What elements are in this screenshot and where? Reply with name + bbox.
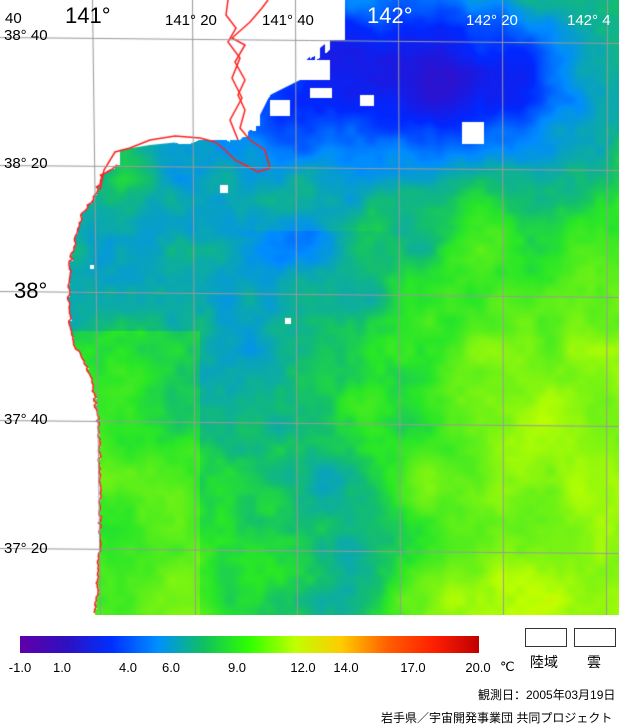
lon-label-142-20: 142° 20 xyxy=(466,12,518,29)
credit-line: 岩手県／宇宙開発事業団 共同プロジェクト xyxy=(381,711,613,725)
tick-label: 12.0 xyxy=(290,660,316,675)
tick-label: -1.0 xyxy=(8,660,32,675)
temperature-color-bar xyxy=(20,636,479,653)
lon-label-141-20: 141° 20 xyxy=(165,12,217,29)
tick-label: 4.0 xyxy=(118,660,138,675)
lat-label-38: 38° xyxy=(14,278,48,303)
land-key-swatch xyxy=(525,628,567,647)
corner-lat-label: 40 xyxy=(5,10,22,27)
lon-label-141-40: 141° 40 xyxy=(262,12,314,29)
lat-label-38-40: 38° 40 xyxy=(4,27,48,44)
lon-label-142-40: 142° 4 xyxy=(567,12,611,29)
lat-label-38-20: 38° 20 xyxy=(4,155,48,172)
tick-label: 20.0 xyxy=(465,660,491,675)
unit-label: ℃ xyxy=(500,659,515,674)
observation-date: 観測日：2005年03月19日 xyxy=(478,688,616,702)
tick-label: 17.0 xyxy=(400,660,426,675)
lon-label-142: 142° xyxy=(367,3,413,28)
tick-label: 14.0 xyxy=(333,660,359,675)
tick-label: 6.0 xyxy=(161,660,181,675)
lon-label-141: 141° xyxy=(65,3,111,28)
sea-surface-temperature-map xyxy=(0,0,619,615)
land-key-label: 陸域 xyxy=(530,654,558,670)
lat-label-37-40: 37° 40 xyxy=(4,411,48,428)
tick-label: 9.0 xyxy=(227,660,247,675)
cloud-key-label: 雲 xyxy=(587,654,601,670)
lat-label-37-20: 37° 20 xyxy=(4,540,48,557)
tick-label: 1.0 xyxy=(52,660,72,675)
cloud-key-swatch xyxy=(574,628,616,647)
